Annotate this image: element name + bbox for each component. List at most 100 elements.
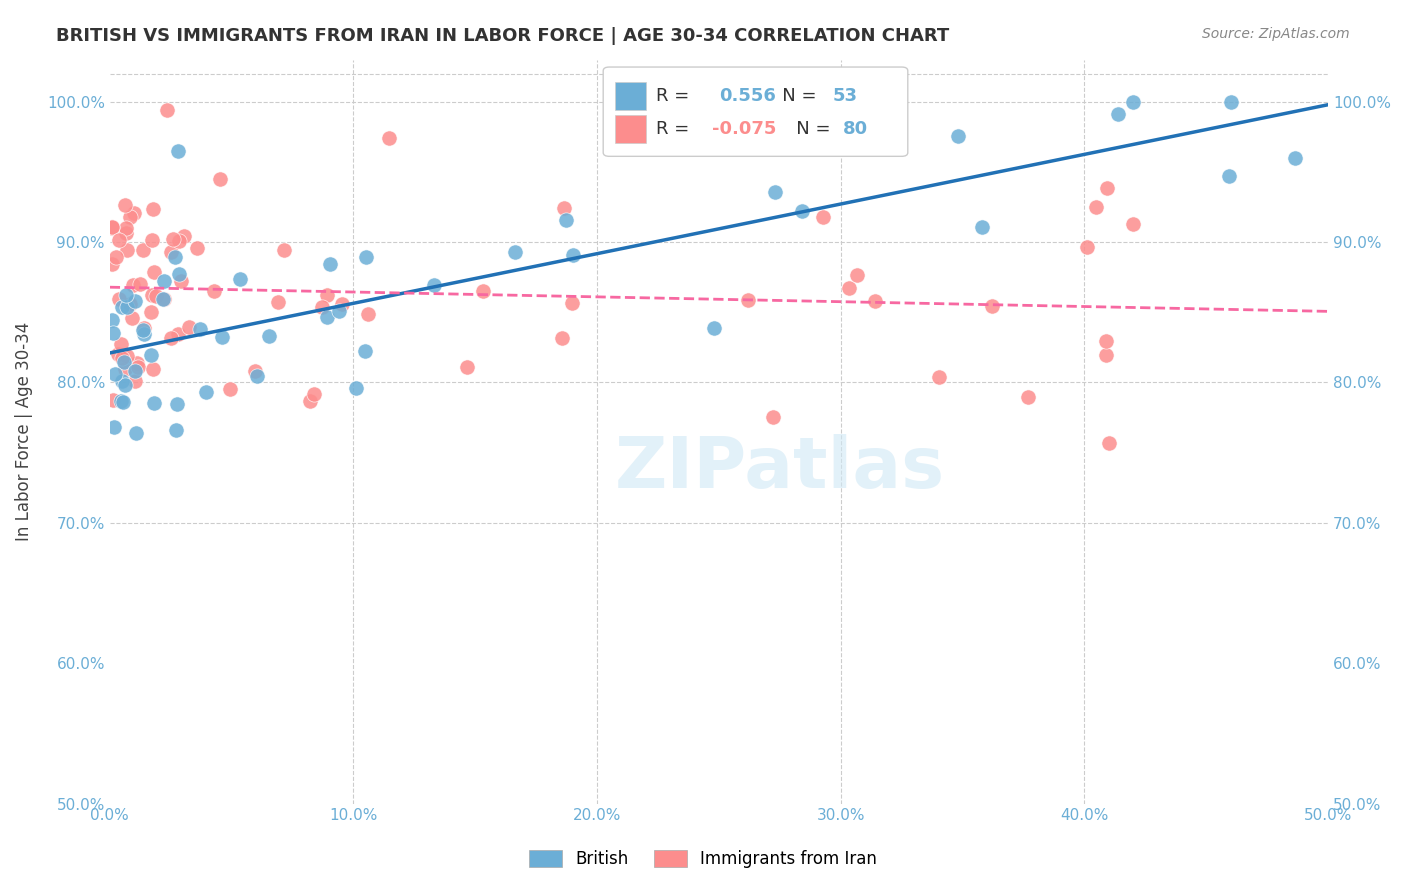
Point — [101, 312, 124, 326]
Point — [142, 202, 165, 216]
Point — [554, 213, 576, 227]
Point — [124, 374, 146, 388]
Point — [1076, 240, 1098, 254]
Point — [101, 393, 124, 408]
Point — [218, 382, 240, 396]
Point — [186, 241, 208, 255]
Point — [166, 327, 188, 342]
Text: R =: R = — [655, 120, 695, 137]
Point — [472, 284, 495, 298]
Point — [101, 220, 124, 235]
Text: 53: 53 — [832, 87, 858, 105]
Point — [122, 278, 145, 293]
Text: Source: ZipAtlas.com: Source: ZipAtlas.com — [1202, 27, 1350, 41]
Point — [162, 232, 184, 246]
Point — [124, 294, 146, 309]
Point — [173, 229, 195, 244]
Text: N =: N = — [779, 120, 837, 137]
Point — [245, 364, 267, 378]
Point — [737, 293, 759, 307]
Point — [928, 370, 950, 384]
Point — [946, 128, 969, 143]
Point — [553, 201, 575, 215]
Point — [111, 300, 134, 314]
Point — [229, 272, 252, 286]
Point — [128, 277, 150, 291]
Point — [115, 221, 138, 235]
Point — [328, 303, 350, 318]
Point — [344, 381, 367, 395]
Point — [101, 219, 124, 234]
Point — [1122, 95, 1144, 109]
Point — [145, 288, 167, 302]
Point — [167, 267, 190, 281]
Point — [103, 420, 125, 434]
Point — [259, 329, 281, 343]
Text: N =: N = — [765, 87, 823, 105]
Point — [127, 356, 149, 370]
Point — [980, 299, 1002, 313]
Point — [208, 172, 231, 186]
Point — [863, 294, 886, 309]
Point — [423, 277, 446, 292]
Point — [1017, 390, 1039, 404]
Point — [114, 378, 136, 392]
Point — [111, 374, 134, 388]
Point — [114, 197, 136, 211]
Text: -0.075: -0.075 — [711, 120, 776, 137]
Point — [1098, 435, 1121, 450]
Point — [319, 257, 342, 271]
Y-axis label: In Labor Force | Age 30-34: In Labor Force | Age 30-34 — [15, 322, 32, 541]
Point — [125, 425, 148, 440]
Point — [970, 219, 993, 234]
Point — [166, 423, 188, 437]
Point — [820, 139, 842, 153]
Point — [156, 103, 179, 118]
Point — [763, 185, 786, 199]
Point — [1095, 334, 1118, 348]
Point — [103, 326, 125, 340]
Point — [1284, 151, 1306, 165]
Point — [246, 368, 269, 383]
Point — [131, 244, 153, 258]
Point — [110, 337, 132, 351]
Point — [104, 367, 127, 381]
Point — [114, 361, 136, 376]
Point — [838, 281, 860, 295]
Point — [160, 245, 183, 260]
Point — [330, 297, 353, 311]
Point — [357, 307, 380, 321]
Text: R =: R = — [655, 87, 700, 105]
Point — [551, 330, 574, 344]
FancyBboxPatch shape — [616, 115, 645, 143]
Point — [143, 265, 166, 279]
FancyBboxPatch shape — [616, 82, 645, 111]
Point — [354, 344, 377, 359]
Point — [132, 327, 155, 342]
Point — [139, 348, 162, 362]
Text: BRITISH VS IMMIGRANTS FROM IRAN IN LABOR FORCE | AGE 30-34 CORRELATION CHART: BRITISH VS IMMIGRANTS FROM IRAN IN LABOR… — [56, 27, 949, 45]
Point — [378, 131, 401, 145]
Point — [195, 385, 218, 400]
Point — [302, 386, 325, 401]
Point — [354, 250, 377, 264]
Point — [167, 144, 190, 158]
Point — [1095, 348, 1118, 362]
FancyBboxPatch shape — [603, 67, 908, 156]
Point — [124, 364, 146, 378]
Point — [505, 244, 527, 259]
Point — [143, 396, 166, 410]
Point — [101, 220, 124, 235]
Point — [115, 243, 138, 257]
Point — [117, 349, 139, 363]
Point — [790, 204, 813, 219]
Point — [152, 292, 174, 306]
Text: 80: 80 — [844, 120, 869, 137]
Point — [108, 292, 131, 306]
Point — [1218, 169, 1240, 184]
Point — [115, 288, 138, 302]
Point — [141, 233, 163, 247]
Point — [703, 321, 725, 335]
Point — [127, 359, 149, 374]
Point — [115, 226, 138, 240]
